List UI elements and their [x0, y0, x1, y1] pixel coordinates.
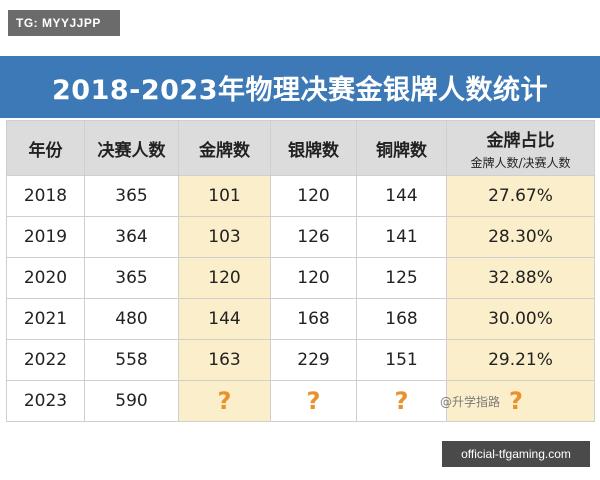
- cell-bronze: 168: [356, 298, 447, 340]
- table-row: 2019 364 103 126 141 28.30%: [6, 216, 595, 258]
- source-watermark: @升学指路: [440, 395, 501, 409]
- tg-tag: TG: MYYJJPP: [8, 10, 120, 36]
- cell-ratio: 27.67%: [446, 175, 595, 217]
- table-row: 2018 365 101 120 144 27.67%: [6, 175, 595, 217]
- cell-year: 2019: [6, 216, 85, 258]
- question-mark-icon: ?: [394, 387, 409, 415]
- cell-year: 2022: [6, 339, 85, 381]
- cell-bronze: ?: [356, 380, 447, 422]
- cell-finalists: 364: [84, 216, 179, 258]
- cell-year: 2018: [6, 175, 85, 217]
- cell-ratio: 28.30%: [446, 216, 595, 258]
- header-finalists: 决赛人数: [84, 120, 179, 176]
- table-row: 2020 365 120 120 125 32.88%: [6, 257, 595, 299]
- cell-silver: ?: [270, 380, 357, 422]
- cell-finalists: 365: [84, 257, 179, 299]
- cell-gold: 163: [178, 339, 271, 381]
- cell-gold: 120: [178, 257, 271, 299]
- header-bronze: 铜牌数: [356, 120, 447, 176]
- question-mark-icon: ?: [217, 387, 232, 415]
- stats-table: 年份 决赛人数 金牌数 银牌数 铜牌数 金牌占比 金牌人数/决赛人数 2018 …: [6, 120, 595, 422]
- header-year: 年份: [6, 120, 85, 176]
- cell-bronze: 151: [356, 339, 447, 381]
- cell-bronze: 144: [356, 175, 447, 217]
- cell-gold: ?: [178, 380, 271, 422]
- cell-finalists: 590: [84, 380, 179, 422]
- table-row: 2023 590 ? ? ? ?: [6, 380, 595, 422]
- header-silver: 银牌数: [270, 120, 357, 176]
- cell-gold: 101: [178, 175, 271, 217]
- header-gold: 金牌数: [178, 120, 271, 176]
- cell-year: 2023: [6, 380, 85, 422]
- cell-bronze: 141: [356, 216, 447, 258]
- cell-silver: 168: [270, 298, 357, 340]
- page-title: 2018-2023年物理决赛金银牌人数统计: [0, 56, 600, 118]
- cell-silver: 229: [270, 339, 357, 381]
- table-header-row: 年份 决赛人数 金牌数 银牌数 铜牌数 金牌占比 金牌人数/决赛人数: [6, 120, 595, 176]
- header-gold-ratio: 金牌占比 金牌人数/决赛人数: [446, 120, 595, 176]
- cell-finalists: 365: [84, 175, 179, 217]
- site-label: official-tfgaming.com: [442, 441, 590, 467]
- cell-year: 2021: [6, 298, 85, 340]
- cell-silver: 120: [270, 257, 357, 299]
- cell-silver: 120: [270, 175, 357, 217]
- cell-finalists: 558: [84, 339, 179, 381]
- cell-bronze: 125: [356, 257, 447, 299]
- cell-gold: 144: [178, 298, 271, 340]
- cell-ratio: 32.88%: [446, 257, 595, 299]
- header-gold-ratio-label: 金牌占比: [486, 130, 555, 151]
- cell-gold: 103: [178, 216, 271, 258]
- cell-year: 2020: [6, 257, 85, 299]
- cell-finalists: 480: [84, 298, 179, 340]
- header-gold-ratio-subtitle: 金牌人数/决赛人数: [470, 155, 571, 170]
- question-mark-icon: ?: [306, 387, 321, 415]
- table-row: 2022 558 163 229 151 29.21%: [6, 339, 595, 381]
- table-row: 2021 480 144 168 168 30.00%: [6, 298, 595, 340]
- question-mark-icon: ?: [509, 387, 523, 415]
- cell-ratio: 29.21%: [446, 339, 595, 381]
- cell-ratio: 30.00%: [446, 298, 595, 340]
- cell-silver: 126: [270, 216, 357, 258]
- cell-ratio: ?: [446, 380, 595, 422]
